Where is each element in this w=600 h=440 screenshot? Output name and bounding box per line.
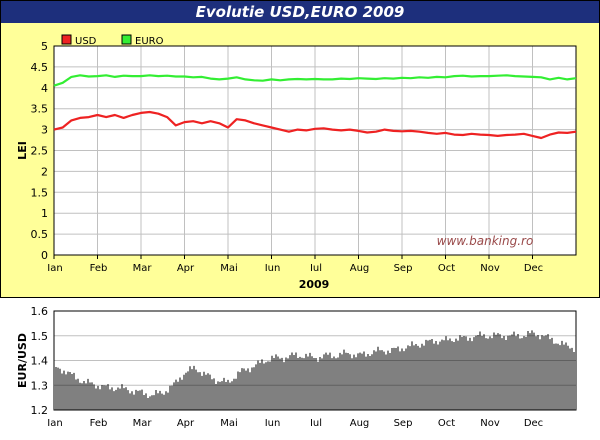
top-x-tick-label: Mai: [220, 263, 238, 274]
top-x-tick-label: Nov: [480, 263, 500, 274]
top-plot-border: [53, 45, 577, 256]
bottom-x-tick-label: Iun: [265, 418, 281, 429]
top-x-axis-title: 2009: [299, 278, 330, 291]
top-x-tick-label: Mar: [133, 263, 153, 274]
top-y-tick-label: 0: [41, 249, 48, 262]
bottom-plot-border: [53, 310, 577, 411]
watermark-text: www.banking.ro: [437, 234, 534, 248]
top-x-tick-label: Iul: [310, 263, 322, 274]
top-y-tick-label: 4: [41, 82, 48, 95]
top-y-tick-label: 2.5: [31, 145, 49, 158]
top-y-tick-label: 1.5: [31, 186, 49, 199]
top-y-tick-label: 1: [41, 207, 48, 220]
top-y-tick-label: 5: [41, 40, 48, 53]
bottom-x-tick-label: Dec: [524, 418, 543, 429]
bottom-x-tick-label: Ian: [47, 418, 62, 429]
bottom-x-tick-label: Sep: [394, 418, 413, 429]
bottom-y-tick-label: 1.3: [31, 379, 49, 392]
bottom-y-tick-label: 1.4: [31, 355, 49, 368]
bottom-x-tick-label: Feb: [90, 418, 108, 429]
top-x-tick-label: Apr: [177, 263, 195, 274]
top-y-tick-label: 3.5: [31, 103, 49, 116]
bottom-x-tick-label: Mai: [220, 418, 238, 429]
bottom-y-tick-label: 1.6: [31, 305, 49, 318]
bottom-x-tick-label: Aug: [350, 418, 370, 429]
top-x-tick-label: Iun: [265, 263, 281, 274]
top-x-tick-label: Aug: [350, 263, 370, 274]
top-x-tick-label: Feb: [90, 263, 108, 274]
bottom-x-tick-label: Apr: [177, 418, 195, 429]
bottom-x-tick-label: Nov: [480, 418, 500, 429]
bottom-x-tick-label: Mar: [133, 418, 153, 429]
top-y-axis-title: LEI: [16, 141, 29, 160]
eur-usd-bars: [55, 330, 575, 410]
top-y-tick-label: 3: [41, 124, 48, 137]
legend-label-usd: USD: [75, 36, 97, 47]
bottom-x-tick-label: Oct: [438, 418, 455, 429]
top-x-tick-label: Ian: [47, 263, 62, 274]
series-line-usd: [53, 110, 577, 140]
top-x-tick-label: Dec: [524, 263, 543, 274]
top-y-tick-label: 2: [41, 165, 48, 178]
legend-swatch-usd: [61, 34, 72, 45]
series-line-euro: [53, 74, 577, 87]
chart-title: Evolutie USD,EURO 2009: [195, 3, 405, 21]
top-x-tick-label: Oct: [438, 263, 455, 274]
title-bar: Evolutie USD,EURO 2009: [0, 0, 600, 24]
legend-label-euro: EURO: [135, 36, 164, 47]
bottom-y-axis-title: EUR/USD: [16, 333, 29, 388]
legend-swatch-euro: [121, 34, 132, 45]
bottom-y-tick-label: 1.2: [31, 404, 49, 417]
bottom-x-tick-label: Iul: [310, 418, 322, 429]
top-x-tick-label: Sep: [394, 263, 413, 274]
top-y-tick-label: 0.5: [31, 228, 49, 241]
bottom-y-tick-label: 1.5: [31, 330, 49, 343]
top-y-tick-label: 4.5: [31, 61, 49, 74]
